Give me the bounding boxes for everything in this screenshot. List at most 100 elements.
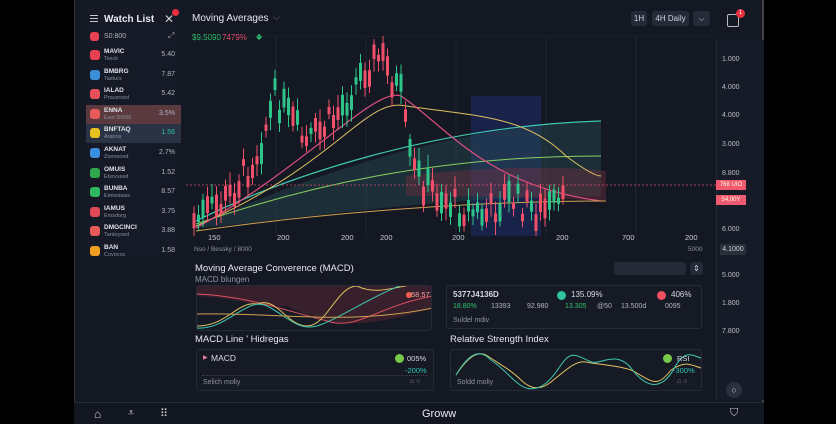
expand-icon[interactable]: ⤢ bbox=[168, 31, 175, 40]
candle bbox=[408, 138, 412, 157]
grid-icon[interactable]: ⠿ bbox=[160, 408, 169, 420]
price-axis-label: 1.800 bbox=[722, 300, 740, 307]
menu-icon[interactable] bbox=[90, 15, 98, 22]
candle bbox=[215, 194, 218, 216]
candle bbox=[462, 214, 466, 227]
candle bbox=[426, 167, 430, 186]
settings-icons[interactable]: ⌂ ○ bbox=[410, 378, 421, 385]
settings-button[interactable]: ⇕ bbox=[690, 262, 703, 275]
close-icon[interactable]: ✕ bbox=[164, 12, 175, 26]
candle bbox=[336, 107, 340, 120]
watchlist-item[interactable]: DMGCINCI Tantoysed 3.88 bbox=[86, 222, 181, 241]
candle bbox=[359, 62, 362, 81]
stock-price: 8.57 bbox=[161, 188, 175, 196]
candle bbox=[548, 191, 551, 210]
time-axis-label: 200 bbox=[341, 233, 354, 242]
macd-value: 58.57 bbox=[411, 290, 430, 299]
candle bbox=[291, 106, 295, 126]
candle bbox=[327, 106, 331, 115]
macd-subtitle: MACD blungen bbox=[195, 275, 250, 284]
candle bbox=[480, 208, 484, 226]
time-axis-label: 200 bbox=[556, 233, 569, 242]
stock-name: OMUIS bbox=[104, 165, 126, 173]
candle bbox=[197, 214, 200, 223]
timeframe-4h-daily[interactable]: 4H Daily bbox=[652, 11, 689, 26]
watchlist-item[interactable]: IALAD Prousrsed 5.42 bbox=[86, 85, 181, 104]
watchlist-item[interactable]: BNFTAQ Aranns 1.56 bbox=[86, 124, 181, 144]
alert-icon[interactable] bbox=[727, 14, 739, 27]
chevron-down-icon[interactable]: ⌵ bbox=[273, 12, 280, 22]
candle bbox=[449, 202, 452, 217]
stat-value: 18.80% bbox=[453, 303, 477, 310]
candle bbox=[300, 135, 304, 143]
watchlist-item[interactable]: BUNBA Emissiwas 8.57 bbox=[86, 183, 181, 202]
stock-price: 3.88 bbox=[161, 227, 175, 235]
watchlist-item[interactable]: BAN Covococ 1.58 bbox=[86, 242, 181, 261]
macd-line-v2: -200% bbox=[405, 366, 427, 375]
candle bbox=[431, 180, 434, 192]
candle bbox=[530, 200, 533, 212]
candle bbox=[507, 180, 511, 203]
refresh-button[interactable]: ○ bbox=[726, 382, 742, 398]
watchlist-item[interactable]: ENNA Eaw 5k500 3.5% bbox=[86, 104, 181, 124]
candle bbox=[485, 208, 488, 222]
rsi-settings-icons[interactable]: ⌂ ○ bbox=[677, 378, 688, 385]
candle bbox=[210, 196, 214, 204]
indicator-select[interactable] bbox=[614, 262, 686, 275]
rsi-value: -300% bbox=[673, 366, 695, 375]
timeframe-1h[interactable]: 1H bbox=[631, 11, 647, 26]
candle bbox=[494, 213, 497, 223]
indicator-title[interactable]: Moving Averages bbox=[192, 13, 269, 24]
rsi-line bbox=[455, 353, 701, 390]
current-price-tag: 4.1000 bbox=[720, 244, 746, 255]
watchlist-item[interactable]: BMBRG Tasturs 7.87 bbox=[86, 66, 181, 85]
price-chart[interactable] bbox=[186, 36, 716, 236]
stock-logo-icon bbox=[90, 167, 100, 178]
candle bbox=[552, 189, 556, 203]
macd-line-panel[interactable]: ▶ MACD 005% -200% Selich moliy ⌂ ○ bbox=[196, 349, 434, 391]
candle bbox=[314, 117, 317, 132]
download-icon[interactable]: ⩡ bbox=[128, 407, 135, 419]
candle bbox=[228, 184, 232, 197]
candle bbox=[377, 54, 380, 62]
macd-chart-panel[interactable]: 58.57 bbox=[196, 285, 432, 331]
stock-exchange: Tasturs bbox=[104, 75, 122, 82]
candle bbox=[260, 143, 263, 164]
shield-icon[interactable]: ⛉ bbox=[730, 407, 739, 419]
red-dot bbox=[657, 291, 666, 300]
price-axis-label: 5.000 bbox=[722, 272, 740, 279]
timeframe-dropdown[interactable]: ⌵ bbox=[693, 11, 710, 26]
candle bbox=[282, 88, 286, 108]
candle bbox=[363, 70, 367, 88]
candle bbox=[458, 213, 461, 227]
stock-name: ENNA bbox=[104, 106, 123, 114]
stock-price: 3.75 bbox=[161, 207, 175, 215]
candle bbox=[368, 70, 371, 87]
home-icon[interactable]: ⌂ bbox=[94, 407, 102, 421]
stats-v2: 406% bbox=[671, 290, 692, 299]
stat-value: 92.980 bbox=[527, 303, 549, 310]
watchlist-item[interactable]: AKNAT Zoonsoed 2.7% bbox=[86, 144, 181, 163]
candle bbox=[332, 114, 335, 129]
stock-logo-icon bbox=[90, 226, 100, 237]
watchlist-item[interactable]: MAVIC Tesck 5.40 bbox=[86, 46, 181, 65]
chart-footer-left: Nso / Bessky / 8000 bbox=[194, 246, 252, 253]
macd-title: Moving Average Converence (MACD) bbox=[195, 263, 354, 274]
macd-stats-panel: 5377J4136D 135.09% 406% 18.80% 13393 92.98… bbox=[446, 285, 702, 329]
candle bbox=[390, 82, 394, 98]
ma-line-green bbox=[195, 155, 602, 225]
watchlist-search-input[interactable]: S0:800 bbox=[104, 33, 127, 40]
stat-value: 13393 bbox=[491, 303, 511, 310]
candle bbox=[539, 193, 542, 213]
stock-name: BAN bbox=[104, 244, 119, 251]
rsi-panel[interactable]: RSI -300% Soldd moliy ⌂ ○ bbox=[450, 349, 702, 391]
candle bbox=[440, 191, 443, 214]
time-axis-label: 200 bbox=[277, 233, 290, 242]
stock-exchange: Aranns bbox=[104, 134, 122, 141]
candle bbox=[273, 78, 277, 91]
stock-name: BMBRG bbox=[104, 67, 129, 75]
watchlist-item[interactable]: OMUIS Etxrvused 1.52 bbox=[86, 164, 181, 183]
stat-value: @50 bbox=[597, 303, 612, 310]
watchlist-item[interactable]: IAMUS Emsdorg 3.75 bbox=[86, 203, 181, 222]
stock-exchange: Etxrvused bbox=[104, 173, 129, 180]
